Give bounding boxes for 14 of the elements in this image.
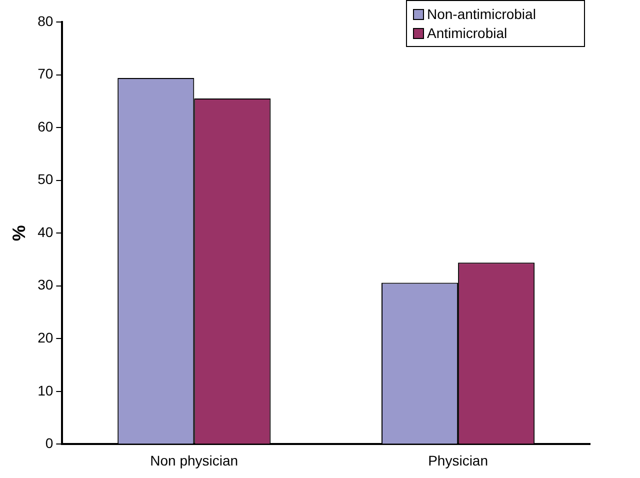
y-tick-label: 80 (38, 12, 54, 29)
y-tick-label: 40 (38, 224, 54, 240)
y-tick-label: 70 (38, 66, 54, 82)
x-tick-label: Non physician (150, 452, 238, 468)
legend-label: Non-antimicrobial (427, 6, 536, 22)
y-tick-label: 60 (38, 118, 54, 134)
legend-label: Antimicrobial (427, 25, 508, 41)
y-tick-label: 50 (38, 171, 54, 188)
y-tick-label: 10 (38, 382, 54, 398)
y-tick-label: 30 (38, 276, 54, 293)
y-axis-title: % (8, 225, 29, 242)
x-tick-label: Physician (428, 452, 488, 468)
y-tick-label: 20 (38, 330, 54, 346)
y-tick-label: 0 (45, 435, 54, 452)
